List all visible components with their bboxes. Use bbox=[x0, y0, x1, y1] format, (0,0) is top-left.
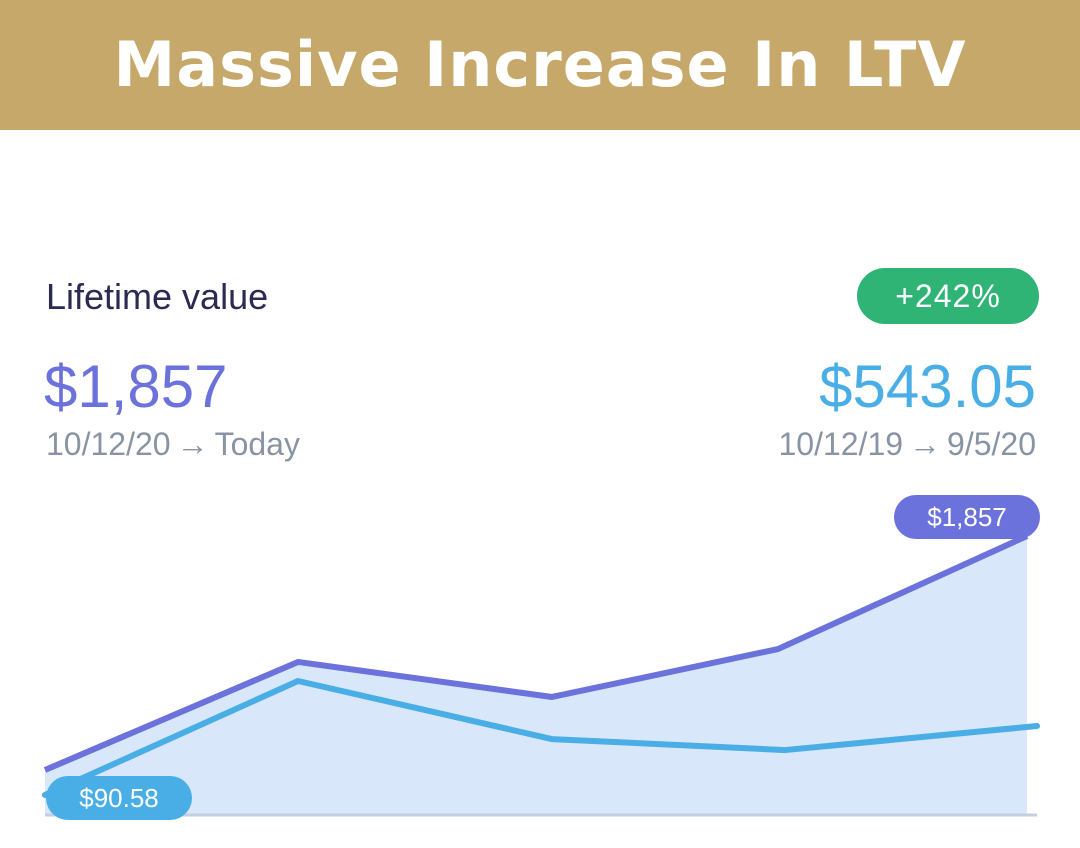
current-range-end: Today bbox=[214, 426, 300, 462]
arrow-right-icon: → bbox=[909, 426, 942, 462]
previous-start-label: $90.58 bbox=[46, 776, 192, 820]
current-range: 10/12/20 → Today bbox=[46, 426, 300, 463]
current-series-area bbox=[45, 536, 1027, 815]
banner: Massive Increase In LTV bbox=[0, 0, 1080, 130]
change-badge: +242% bbox=[857, 268, 1039, 324]
data-label-text: $1,857 bbox=[927, 502, 1007, 532]
current-value: $1,857 bbox=[44, 353, 228, 420]
arrow-right-icon: → bbox=[176, 426, 209, 462]
current-end-label: $1,857 bbox=[894, 495, 1040, 539]
banner-title: Massive Increase In LTV bbox=[113, 27, 967, 101]
current-range-start: 10/12/20 bbox=[46, 426, 171, 462]
data-label-pill bbox=[46, 776, 192, 820]
previous-range: 10/12/19 → 9/5/20 bbox=[778, 426, 1036, 463]
data-label-pill bbox=[894, 495, 1040, 539]
card-title: Lifetime value bbox=[46, 276, 269, 317]
previous-value: $543.05 bbox=[819, 353, 1036, 420]
data-label-text: $90.58 bbox=[79, 783, 159, 813]
previous-range-end: 9/5/20 bbox=[947, 426, 1036, 462]
previous-range-start: 10/12/19 bbox=[778, 426, 904, 462]
